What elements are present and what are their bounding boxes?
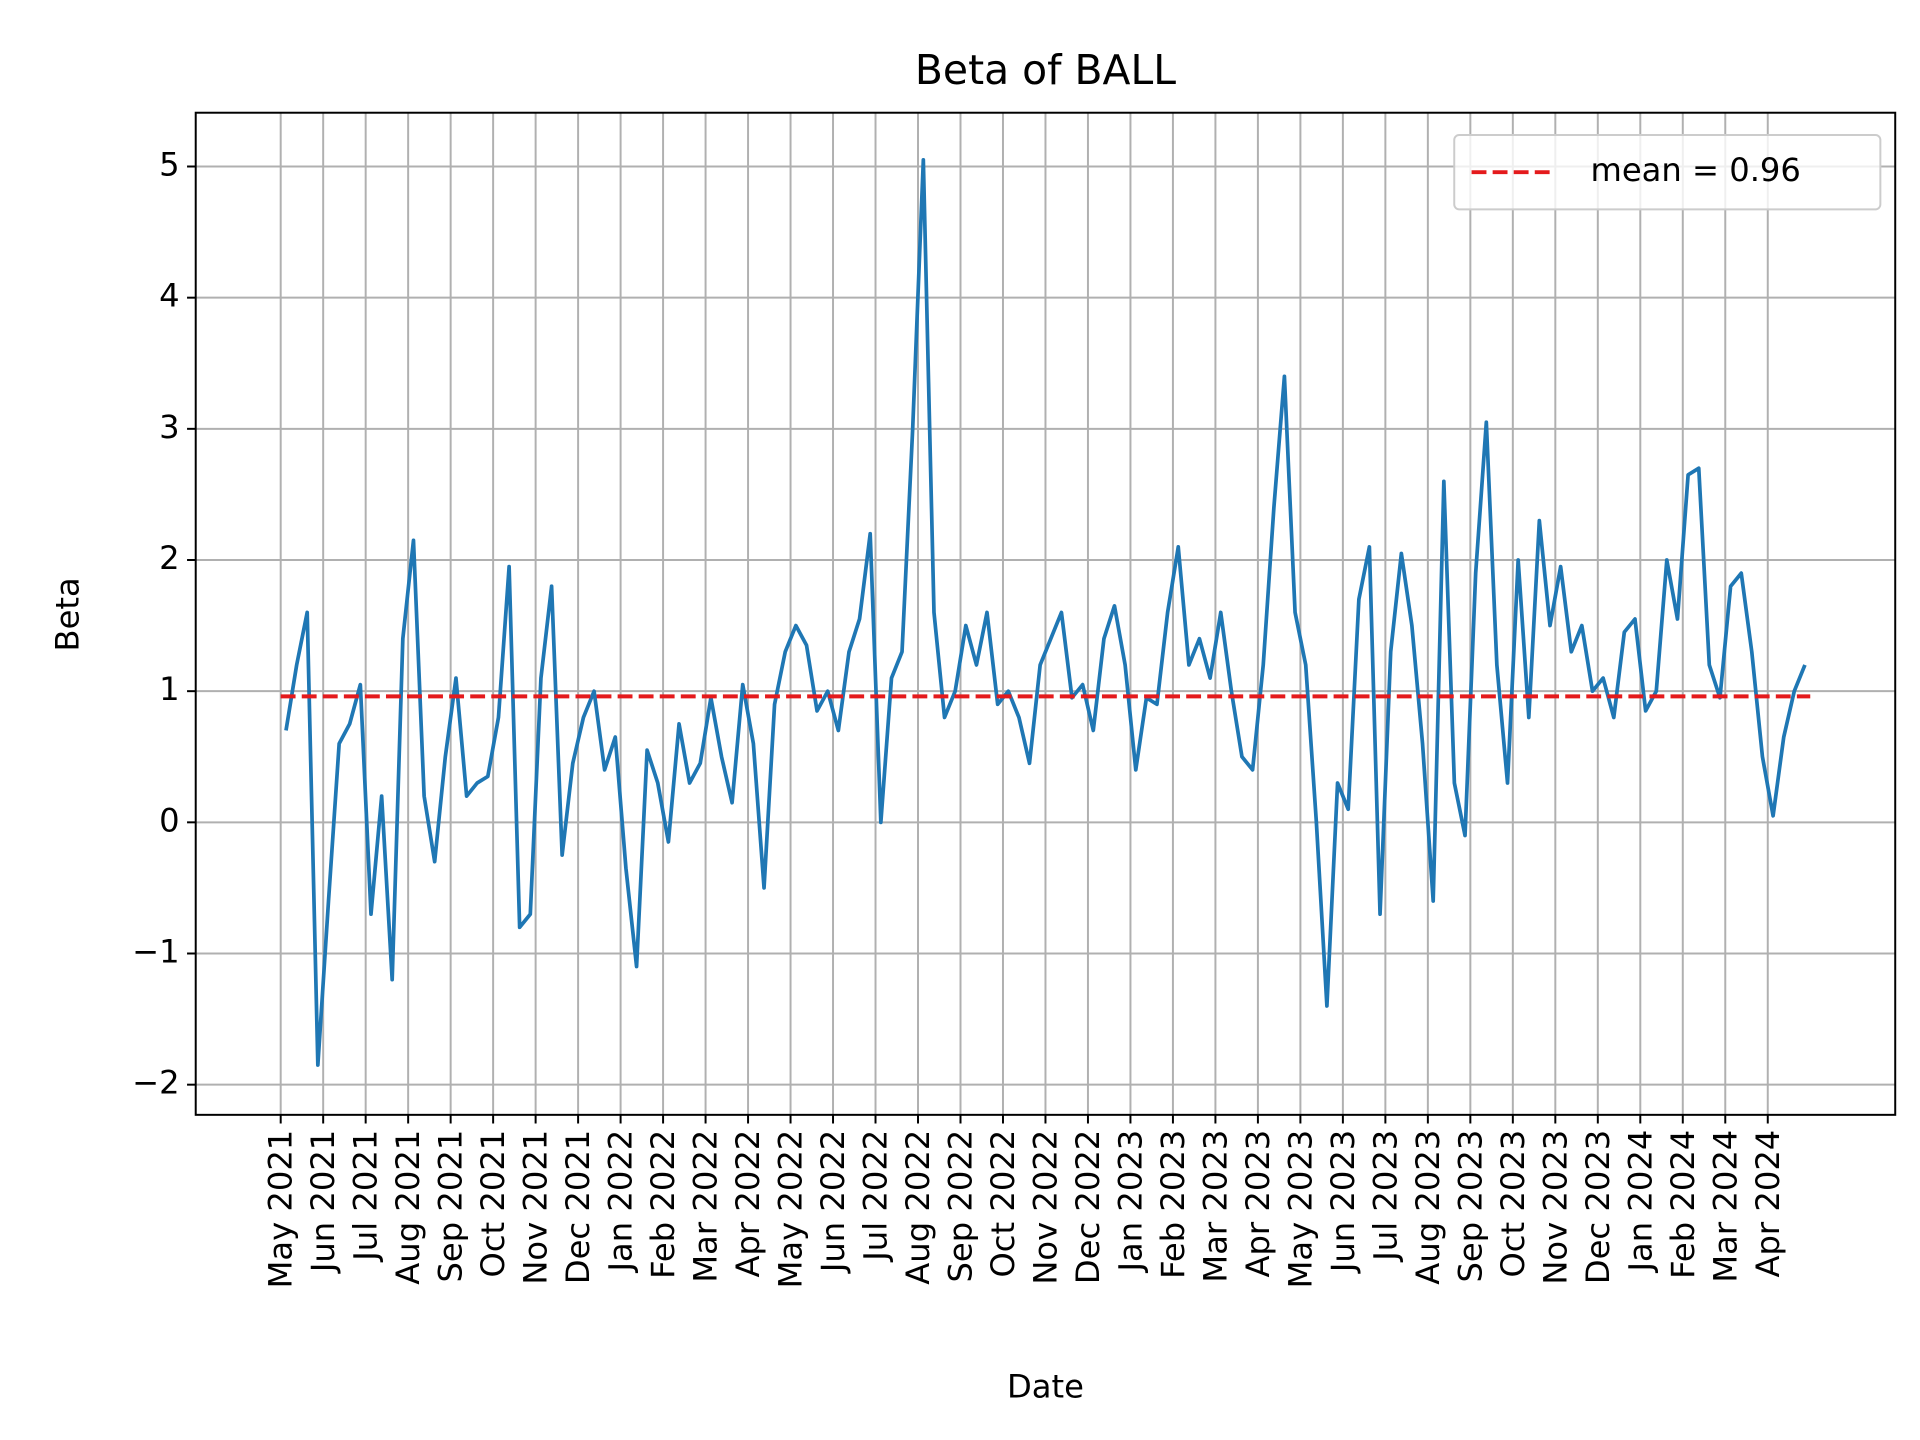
y-tick-label: 3 xyxy=(159,408,179,446)
x-tick-label: Oct 2023 xyxy=(1494,1130,1532,1278)
x-tick-label: Jan 2023 xyxy=(1111,1130,1149,1274)
x-tick-label: May 2022 xyxy=(772,1130,810,1289)
x-tick-label: Aug 2023 xyxy=(1409,1130,1447,1285)
x-tick-label: Sep 2021 xyxy=(432,1130,470,1283)
y-tick-label: 2 xyxy=(159,539,179,577)
x-tick-label: Jan 2022 xyxy=(602,1130,640,1274)
data-line xyxy=(284,158,1807,1067)
x-tick-label: Jun 2022 xyxy=(814,1130,852,1274)
x-tick-label: Feb 2022 xyxy=(644,1130,682,1279)
x-tick-label: Apr 2024 xyxy=(1749,1130,1787,1278)
axes-frame xyxy=(194,111,1897,1116)
legend: mean = 0.96 xyxy=(1453,134,1882,211)
x-tick-label: Oct 2022 xyxy=(984,1130,1022,1278)
y-tick-label: 5 xyxy=(159,146,179,184)
x-tick-label: Mar 2023 xyxy=(1196,1130,1234,1283)
x-tick-label: Dec 2023 xyxy=(1579,1130,1617,1284)
x-tick-label: Sep 2022 xyxy=(941,1130,979,1283)
x-tick-label: Jul 2023 xyxy=(1366,1130,1404,1263)
x-tick-label: Feb 2023 xyxy=(1154,1130,1192,1279)
x-tick-label: May 2023 xyxy=(1281,1130,1319,1289)
x-axis-label: Date xyxy=(1007,1368,1084,1406)
x-tick-label: Apr 2023 xyxy=(1239,1130,1277,1278)
y-tick-label: 4 xyxy=(159,277,179,315)
x-tick-label: Aug 2021 xyxy=(389,1130,427,1285)
y-tick-label: 1 xyxy=(159,670,179,708)
x-tick-label: Jun 2021 xyxy=(304,1130,342,1274)
x-tick-label: Jul 2021 xyxy=(347,1130,385,1263)
legend-box xyxy=(1453,134,1882,211)
x-tick-label: Jul 2022 xyxy=(857,1130,895,1263)
x-tick-label: Dec 2021 xyxy=(559,1130,597,1284)
x-tick-label: Nov 2023 xyxy=(1536,1130,1574,1285)
x-tick-label: May 2021 xyxy=(262,1130,300,1289)
x-tick-label: Feb 2024 xyxy=(1664,1130,1702,1279)
legend-label: mean = 0.96 xyxy=(1591,151,1801,189)
x-tick-label: Dec 2022 xyxy=(1069,1130,1107,1284)
x-tick-label: Mar 2022 xyxy=(687,1130,725,1283)
x-tick-label: Sep 2023 xyxy=(1451,1130,1489,1283)
y-tick-label: −2 xyxy=(132,1064,179,1102)
x-tick-label: Nov 2021 xyxy=(517,1130,555,1285)
x-tick-label: Jan 2024 xyxy=(1621,1130,1659,1274)
y-axis-label: Beta xyxy=(48,577,86,651)
x-tick-label: Nov 2022 xyxy=(1026,1130,1064,1285)
y-tick-label: 0 xyxy=(159,801,179,839)
x-tick-label: Mar 2024 xyxy=(1706,1130,1744,1283)
x-tick-label: Apr 2022 xyxy=(729,1130,767,1278)
chart-title: Beta of BALL xyxy=(915,46,1176,94)
x-tick-label: Oct 2021 xyxy=(474,1130,512,1278)
x-tick-label: Jun 2023 xyxy=(1324,1130,1362,1274)
y-tick-label: −1 xyxy=(132,933,179,971)
x-tick-label: Aug 2022 xyxy=(899,1130,937,1285)
